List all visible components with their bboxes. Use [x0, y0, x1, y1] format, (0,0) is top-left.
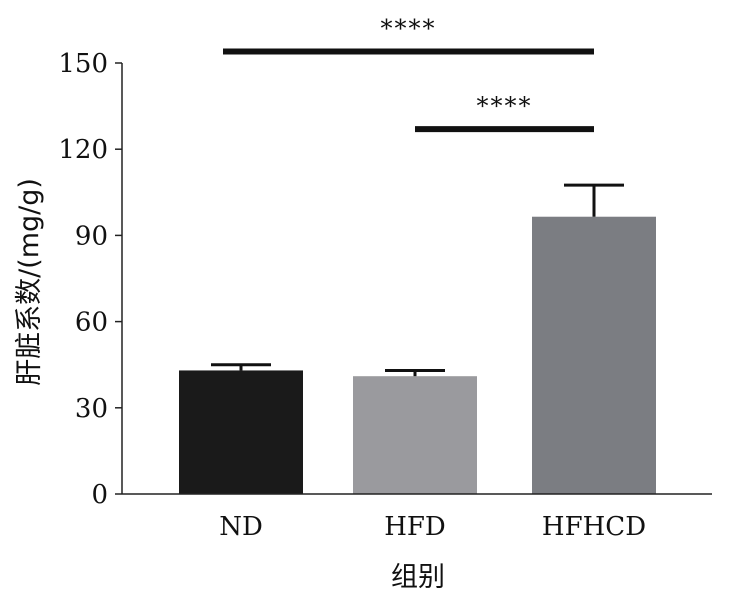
- bar-nd: [179, 370, 303, 494]
- x-tick-label-hfhcd: HFHCD: [542, 512, 646, 542]
- y-axis-title: 肝脏系数/(mg/g): [14, 178, 45, 386]
- bar-hfhcd: [532, 216, 656, 494]
- bars-layer: [179, 183, 656, 494]
- y-tick-label-120: 120: [58, 135, 108, 165]
- significance-label-2: ****: [477, 92, 533, 120]
- y-tick-label-150: 150: [58, 49, 108, 79]
- x-tick-label-hfd: HFD: [384, 512, 446, 542]
- axes-layer: ND HFD HFHCD 0 30 60 90 120 150: [58, 49, 712, 542]
- bar-hfd: [353, 376, 477, 494]
- significance-label-1: ****: [381, 15, 437, 43]
- y-tick-label-0: 0: [91, 480, 108, 510]
- y-tick-label-30: 30: [75, 394, 108, 424]
- x-tick-label-nd: ND: [219, 512, 263, 542]
- y-tick-label-90: 90: [75, 221, 108, 251]
- x-axis-title: 组别: [391, 562, 445, 593]
- significance-layer: **** ****: [223, 15, 594, 133]
- y-tick-label-60: 60: [75, 308, 108, 338]
